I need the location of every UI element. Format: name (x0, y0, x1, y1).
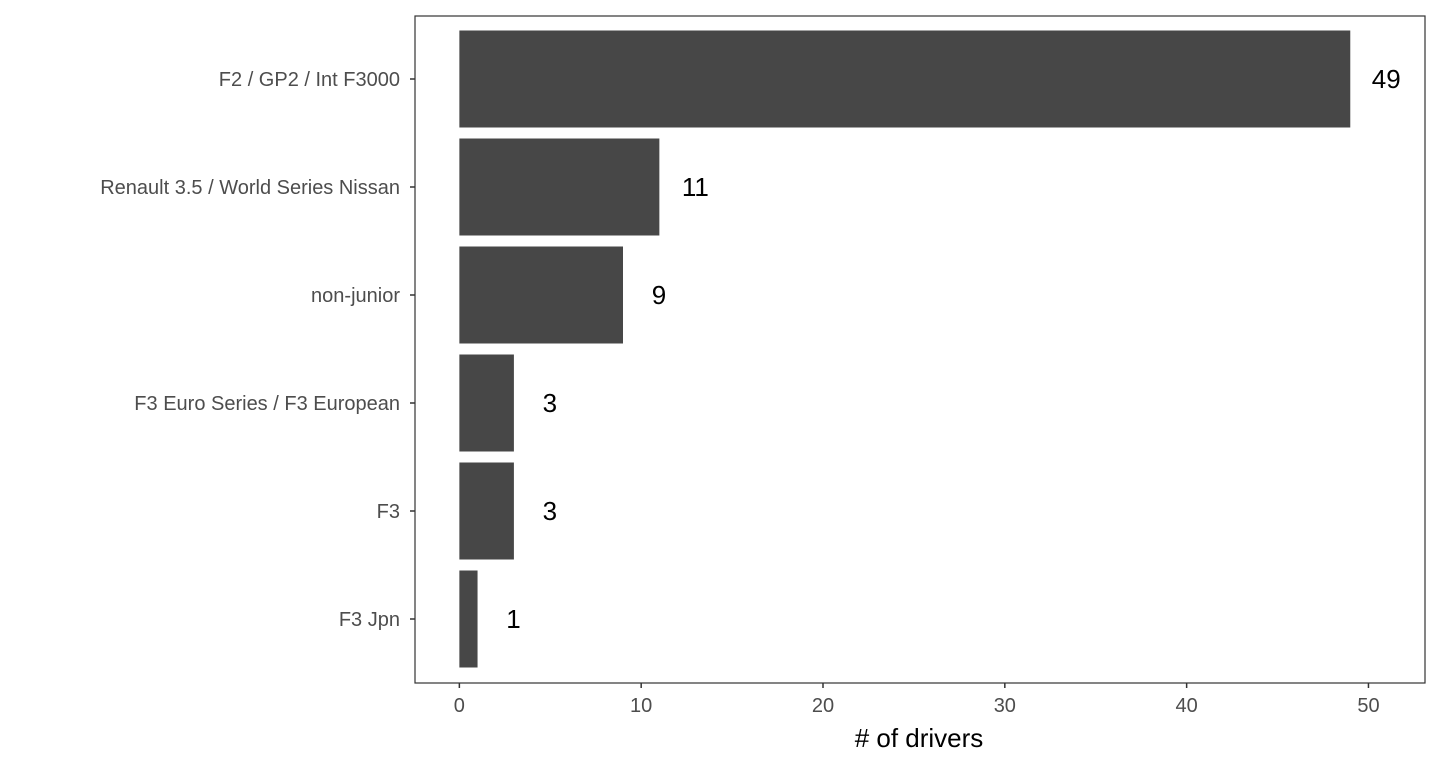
y-tick-label-0: F2 / GP2 / Int F3000 (219, 69, 400, 91)
x-axis: 0 10 20 30 40 50 (454, 683, 1380, 717)
x-tick-label-4: 40 (1176, 695, 1198, 717)
bar-4 (459, 462, 514, 560)
bar-2 (459, 246, 623, 344)
value-label-2: 9 (652, 280, 666, 310)
bar-3 (459, 354, 514, 452)
x-tick-label-0: 0 (454, 695, 465, 717)
x-tick-label-3: 30 (994, 695, 1016, 717)
bar-1 (459, 138, 660, 236)
y-tick-label-4: F3 (377, 501, 400, 523)
y-tick-label-2: non-junior (311, 285, 400, 307)
value-label-5: 1 (506, 604, 520, 634)
value-label-1: 11 (682, 172, 709, 202)
bar-0 (459, 30, 1351, 128)
x-tick-label-2: 20 (812, 695, 834, 717)
bars-group (459, 30, 1351, 668)
y-tick-label-1: Renault 3.5 / World Series Nissan (100, 177, 400, 199)
x-tick-label-5: 50 (1357, 695, 1379, 717)
x-tick-label-1: 10 (630, 695, 652, 717)
y-tick-label-3: F3 Euro Series / F3 European (134, 393, 400, 415)
bar-5 (459, 570, 478, 668)
value-label-4: 3 (543, 496, 557, 526)
value-label-0: 49 (1372, 64, 1401, 94)
value-label-3: 3 (543, 388, 557, 418)
x-axis-title: # of drivers (855, 723, 984, 753)
y-axis: F2 / GP2 / Int F3000 Renault 3.5 / World … (100, 69, 415, 631)
y-tick-label-5: F3 Jpn (339, 609, 400, 631)
value-labels-group: 49 11 9 3 3 1 (506, 64, 1400, 634)
